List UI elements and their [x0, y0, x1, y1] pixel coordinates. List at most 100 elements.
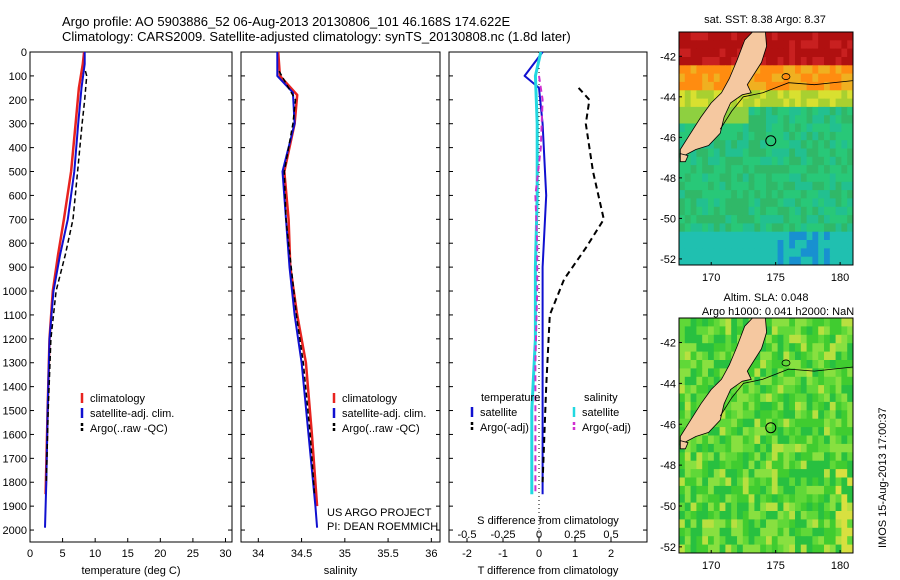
map-cell — [829, 81, 837, 91]
map-cell — [760, 435, 767, 445]
map-cell — [841, 32, 848, 41]
map-cell — [748, 460, 755, 470]
map-cell — [795, 215, 802, 224]
map-cell — [812, 334, 819, 344]
map-cell — [841, 165, 848, 174]
map-cell — [766, 334, 773, 344]
map-cell — [690, 48, 697, 58]
map-cell — [702, 368, 709, 378]
map-cell — [690, 165, 697, 174]
map-cell — [789, 343, 796, 353]
map-cell — [690, 469, 697, 478]
map-cell — [777, 469, 784, 478]
map-cell — [812, 115, 819, 124]
map-cell — [713, 173, 721, 183]
contour-loop — [781, 359, 791, 367]
map-cell — [679, 368, 686, 378]
map-cell — [766, 156, 773, 166]
map-cell — [771, 460, 779, 470]
map-cell — [713, 427, 721, 436]
map-cell — [795, 460, 802, 470]
figure-title-line2: Climatology: CARS2009. Satellite-adjuste… — [62, 29, 571, 44]
new-zealand-land — [679, 31, 768, 159]
map-cell — [754, 73, 761, 83]
map-cell — [708, 140, 715, 149]
map-cell — [818, 98, 825, 108]
map-cell — [719, 223, 726, 233]
map-cell — [789, 443, 796, 453]
map-cell — [690, 544, 697, 554]
map-cell — [725, 460, 732, 470]
map-cell — [829, 326, 837, 336]
map-cell — [690, 156, 697, 166]
map-cell — [679, 190, 686, 199]
map-cell — [835, 65, 842, 75]
map-cell — [812, 215, 819, 224]
map-cell — [737, 452, 744, 462]
map-cell — [719, 148, 726, 158]
map-cell — [679, 198, 686, 208]
map-cell — [806, 385, 813, 394]
map-cell — [731, 410, 738, 420]
y-tick-label: 200 — [9, 95, 27, 107]
map-cell — [818, 181, 825, 191]
map-cell — [719, 140, 726, 149]
map-cell — [760, 519, 767, 529]
map-cell — [847, 198, 854, 208]
map-cell — [713, 81, 721, 91]
map-cell — [760, 460, 767, 470]
map-cell — [725, 343, 732, 353]
map-cell — [690, 106, 697, 116]
map-cell — [841, 410, 848, 420]
map-x-tick-label: 170 — [702, 272, 720, 284]
map-cell — [731, 98, 738, 108]
map-cell — [742, 123, 750, 133]
map-cell — [783, 140, 790, 149]
map-cell — [713, 460, 721, 470]
map-cell — [847, 511, 854, 520]
y-tick-label: 2000 — [3, 525, 27, 537]
map-cell — [684, 519, 692, 529]
map-cell — [742, 376, 750, 386]
map-cell — [777, 511, 784, 520]
map-cell — [679, 81, 686, 91]
map-cell — [795, 32, 802, 41]
map-cell — [800, 40, 808, 50]
argo-position-marker — [765, 135, 777, 147]
map-cell — [725, 40, 732, 50]
map-cell — [818, 343, 825, 353]
map-cell — [737, 123, 744, 133]
map-cell — [835, 343, 842, 353]
map-cell — [800, 393, 808, 403]
map-cell — [795, 334, 802, 344]
map-cell — [835, 198, 842, 208]
map-cell — [754, 477, 761, 487]
map-cell — [713, 223, 721, 233]
map-cell — [789, 469, 796, 478]
map-cell — [829, 40, 837, 50]
x-tick-label: 15 — [122, 548, 134, 560]
x-tick-label-top: -0.25 — [490, 529, 515, 541]
map-cell — [818, 190, 825, 199]
map-cell — [777, 115, 784, 124]
map-cell — [847, 393, 854, 403]
map-cell — [824, 502, 831, 512]
map-cell — [713, 140, 721, 149]
map-cell — [679, 165, 686, 174]
map-cell — [713, 32, 721, 41]
map-cell — [847, 48, 854, 58]
map-cell — [719, 181, 726, 191]
map-cell — [841, 368, 848, 378]
map-cell — [824, 544, 831, 554]
map-cell — [835, 460, 842, 470]
map-cell — [766, 231, 773, 241]
map-cell — [806, 360, 813, 369]
map-cell — [818, 90, 825, 100]
map-cell — [824, 231, 831, 241]
map-cell — [684, 326, 692, 336]
map-cell — [847, 123, 854, 133]
map-cell — [795, 248, 802, 258]
map-cell — [789, 206, 796, 216]
map-cell — [847, 469, 854, 478]
map-cell — [783, 343, 790, 353]
